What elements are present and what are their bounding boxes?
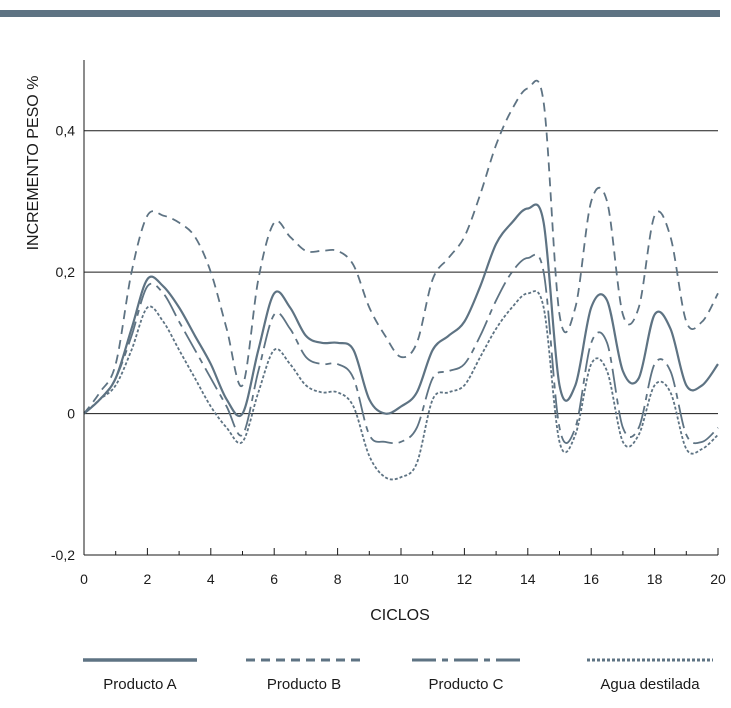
- series-layer: [83, 79, 719, 481]
- x-tick-label-1: 2: [144, 571, 152, 587]
- grid-lines: [84, 130, 718, 415]
- x-axis-title: CICLOS: [370, 607, 430, 624]
- x-tick-label-8: 16: [583, 571, 599, 587]
- legend-label-producto-b: Producto B: [267, 676, 341, 693]
- x-tick-label-5: 10: [393, 571, 409, 587]
- x-tick-label-2: 4: [207, 571, 215, 587]
- x-tick-label-3: 6: [270, 571, 278, 587]
- x-tick-label-9: 18: [647, 571, 663, 587]
- legend-label-agua-destilada: Agua destilada: [600, 676, 700, 693]
- x-tick-label-0: 0: [80, 571, 88, 587]
- y-axis-title: INCREMENTO PESO %: [25, 76, 42, 251]
- legend-label-producto-c: Producto C: [428, 676, 503, 693]
- x-axis-ticks: 0 2 4 6 8 10 12 14 16 18 20: [80, 548, 726, 587]
- y-axis-ticks: -0,2 0 0,2 0,4: [51, 123, 75, 563]
- x-tick-label-6: 12: [457, 571, 473, 587]
- x-tick-label-4: 8: [334, 571, 342, 587]
- y-tick-label-0: -0,2: [51, 547, 75, 563]
- y-tick-label-3: 0,4: [56, 123, 76, 139]
- series-line-producto-c: [83, 253, 719, 445]
- x-tick-label-10: 20: [710, 571, 726, 587]
- top-decorative-bar: [0, 10, 720, 17]
- legend: Producto A Producto B Producto C Agua desti…: [83, 658, 713, 693]
- x-tick-label-7: 14: [520, 571, 536, 587]
- series-line-agua-destilada: [83, 290, 719, 481]
- y-tick-label-2: 0,2: [56, 264, 76, 280]
- series-line-producto-b: [83, 79, 719, 415]
- y-tick-label-1: 0: [67, 406, 75, 422]
- series-line-producto-a: [83, 203, 719, 418]
- legend-label-producto-a: Producto A: [103, 676, 176, 693]
